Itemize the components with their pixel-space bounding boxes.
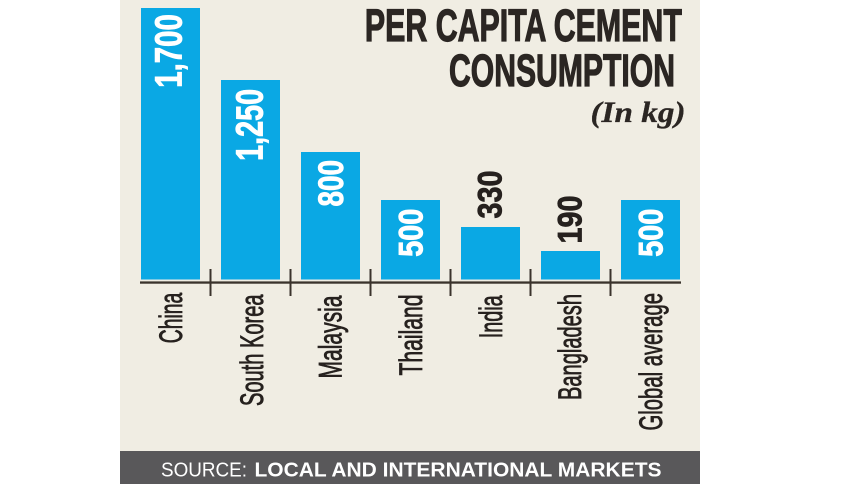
svg-text:SOURCE:: SOURCE:	[161, 460, 247, 482]
svg-text:Thailand: Thailand	[393, 295, 429, 376]
svg-text:China: China	[153, 293, 189, 344]
svg-text:500: 500	[633, 209, 671, 257]
svg-text:Malaysia: Malaysia	[313, 295, 349, 378]
svg-text:190: 190	[552, 196, 590, 244]
svg-text:(In kg): (In kg)	[591, 96, 686, 129]
svg-text:500: 500	[393, 209, 431, 257]
svg-text:India: India	[473, 295, 509, 338]
svg-text:Global average: Global average	[633, 293, 669, 431]
svg-text:PER CAPITA CEMENT: PER CAPITA CEMENT	[365, 0, 682, 51]
svg-text:1,700: 1,700	[149, 14, 191, 88]
svg-text:800: 800	[311, 160, 351, 207]
svg-text:LOCAL AND INTERNATIONAL MARKET: LOCAL AND INTERNATIONAL MARKETS	[255, 460, 662, 482]
svg-text:1,250: 1,250	[230, 89, 272, 161]
svg-text:South Korea: South Korea	[234, 294, 270, 406]
svg-text:330: 330	[472, 171, 510, 219]
svg-text:CONSUMPTION: CONSUMPTION	[449, 45, 675, 96]
svg-text:Bangladesh: Bangladesh	[552, 294, 588, 400]
